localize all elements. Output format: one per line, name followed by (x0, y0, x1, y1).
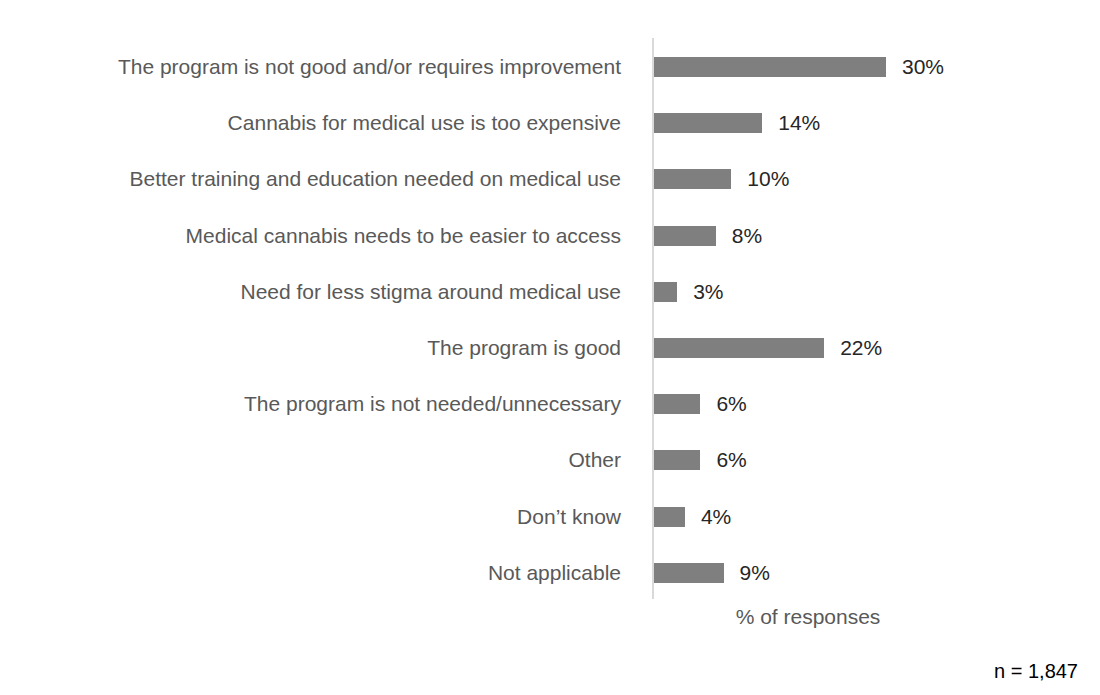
category-label: Don’t know (0, 505, 637, 529)
value-label: 22% (840, 336, 882, 360)
chart-canvas: The program is not good and/or requires … (0, 0, 1100, 695)
chart-row: Don’t know 4% (0, 489, 1100, 545)
category-label: The program is good (0, 336, 637, 360)
sample-size-note: n = 1,847 (994, 660, 1078, 683)
bar (654, 507, 685, 527)
value-label: 3% (693, 280, 723, 304)
value-label: 8% (732, 224, 762, 248)
bar (654, 57, 886, 77)
bar (654, 282, 677, 302)
bar (654, 450, 700, 470)
value-label: 6% (716, 448, 746, 472)
category-label: Better training and education needed on … (0, 167, 637, 191)
chart-row: Medical cannabis needs to be easier to a… (0, 208, 1100, 264)
chart-row: The program is not needed/unnecessary 6% (0, 376, 1100, 432)
bar (654, 394, 700, 414)
chart-row: Other 6% (0, 432, 1100, 488)
value-label: 6% (716, 392, 746, 416)
bar (654, 113, 762, 133)
bar (654, 169, 731, 189)
chart-row: The program is not good and/or requires … (0, 39, 1100, 95)
category-label: Medical cannabis needs to be easier to a… (0, 224, 637, 248)
bar (654, 563, 724, 583)
value-label: 9% (740, 561, 770, 585)
chart-row: Cannabis for medical use is too expensiv… (0, 95, 1100, 151)
value-label: 30% (902, 55, 944, 79)
value-label: 14% (778, 111, 820, 135)
category-label: The program is not good and/or requires … (0, 55, 637, 79)
chart-row: The program is good 22% (0, 320, 1100, 376)
chart-row: Need for less stigma around medical use … (0, 264, 1100, 320)
bar-rows-container: The program is not good and/or requires … (0, 39, 1100, 601)
category-label: The program is not needed/unnecessary (0, 392, 637, 416)
category-label: Cannabis for medical use is too expensiv… (0, 111, 637, 135)
x-axis-title: % of responses (652, 605, 964, 629)
category-label: Need for less stigma around medical use (0, 280, 637, 304)
value-label: 4% (701, 505, 731, 529)
category-label: Not applicable (0, 561, 637, 585)
bar (654, 338, 824, 358)
category-label: Other (0, 448, 637, 472)
chart-row: Better training and education needed on … (0, 151, 1100, 207)
value-label: 10% (747, 167, 789, 191)
chart-row: Not applicable 9% (0, 545, 1100, 601)
bar (654, 226, 716, 246)
